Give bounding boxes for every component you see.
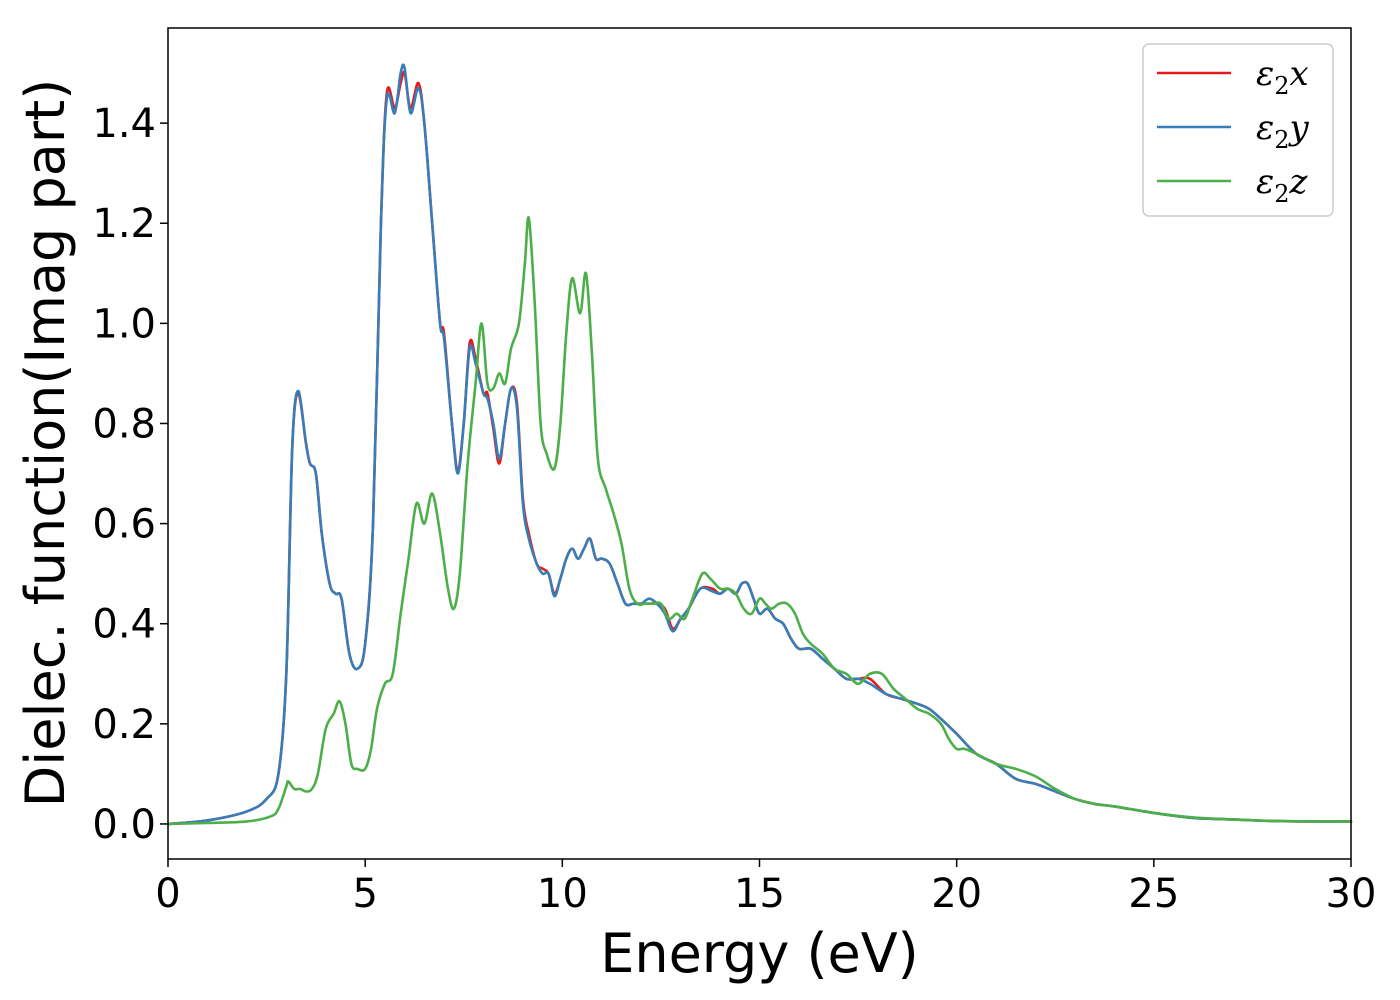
x-tick-label: 10 (537, 871, 588, 917)
series-line-z (166, 216, 1353, 826)
legend-variable: x (1290, 54, 1309, 94)
legend-subscript: 2 (1274, 180, 1289, 208)
legend-variable: y (1288, 108, 1310, 148)
legend-symbol: ε (1256, 162, 1274, 202)
legend-variable: z (1289, 162, 1309, 202)
legend-box (1142, 43, 1334, 217)
legend-subscript: 2 (1274, 72, 1289, 100)
y-tick-label: 0.0 (92, 802, 156, 848)
y-tick-label: 0.8 (92, 401, 156, 447)
x-tick-label: 25 (1128, 871, 1179, 917)
y-axis: 0.0 0.2 0.4 0.6 0.8 1.0 1.2 1.4 (92, 101, 168, 848)
y-tick-label: 0.6 (92, 502, 156, 548)
x-tick-label: 20 (931, 871, 982, 917)
series-layer (166, 63, 1353, 826)
legend-symbol: ε (1256, 54, 1274, 94)
x-tick-label: 15 (734, 871, 785, 917)
series-line-y (166, 63, 1353, 826)
legend-label-x: ε2x (1256, 54, 1309, 100)
x-tick-label: 30 (1326, 871, 1377, 917)
legend-label-z: ε2z (1256, 162, 1309, 208)
y-tick-label: 1.4 (92, 101, 156, 147)
x-tick-label: 5 (352, 871, 377, 917)
x-axis: 0 5 10 15 20 25 30 (155, 859, 1376, 917)
x-axis-title: Energy (eV) (600, 922, 919, 985)
y-tick-label: 1.0 (92, 301, 156, 347)
y-tick-label: 1.2 (92, 201, 156, 247)
x-tick-label: 0 (155, 871, 180, 917)
legend-subscript: 2 (1274, 126, 1289, 154)
y-axis-title: Dielec. function(Imag part) (14, 79, 77, 808)
legend-label-y: ε2y (1256, 108, 1310, 154)
y-tick-label: 0.2 (92, 702, 156, 748)
y-tick-label: 0.4 (92, 602, 156, 648)
legend-symbol: ε (1256, 108, 1274, 148)
